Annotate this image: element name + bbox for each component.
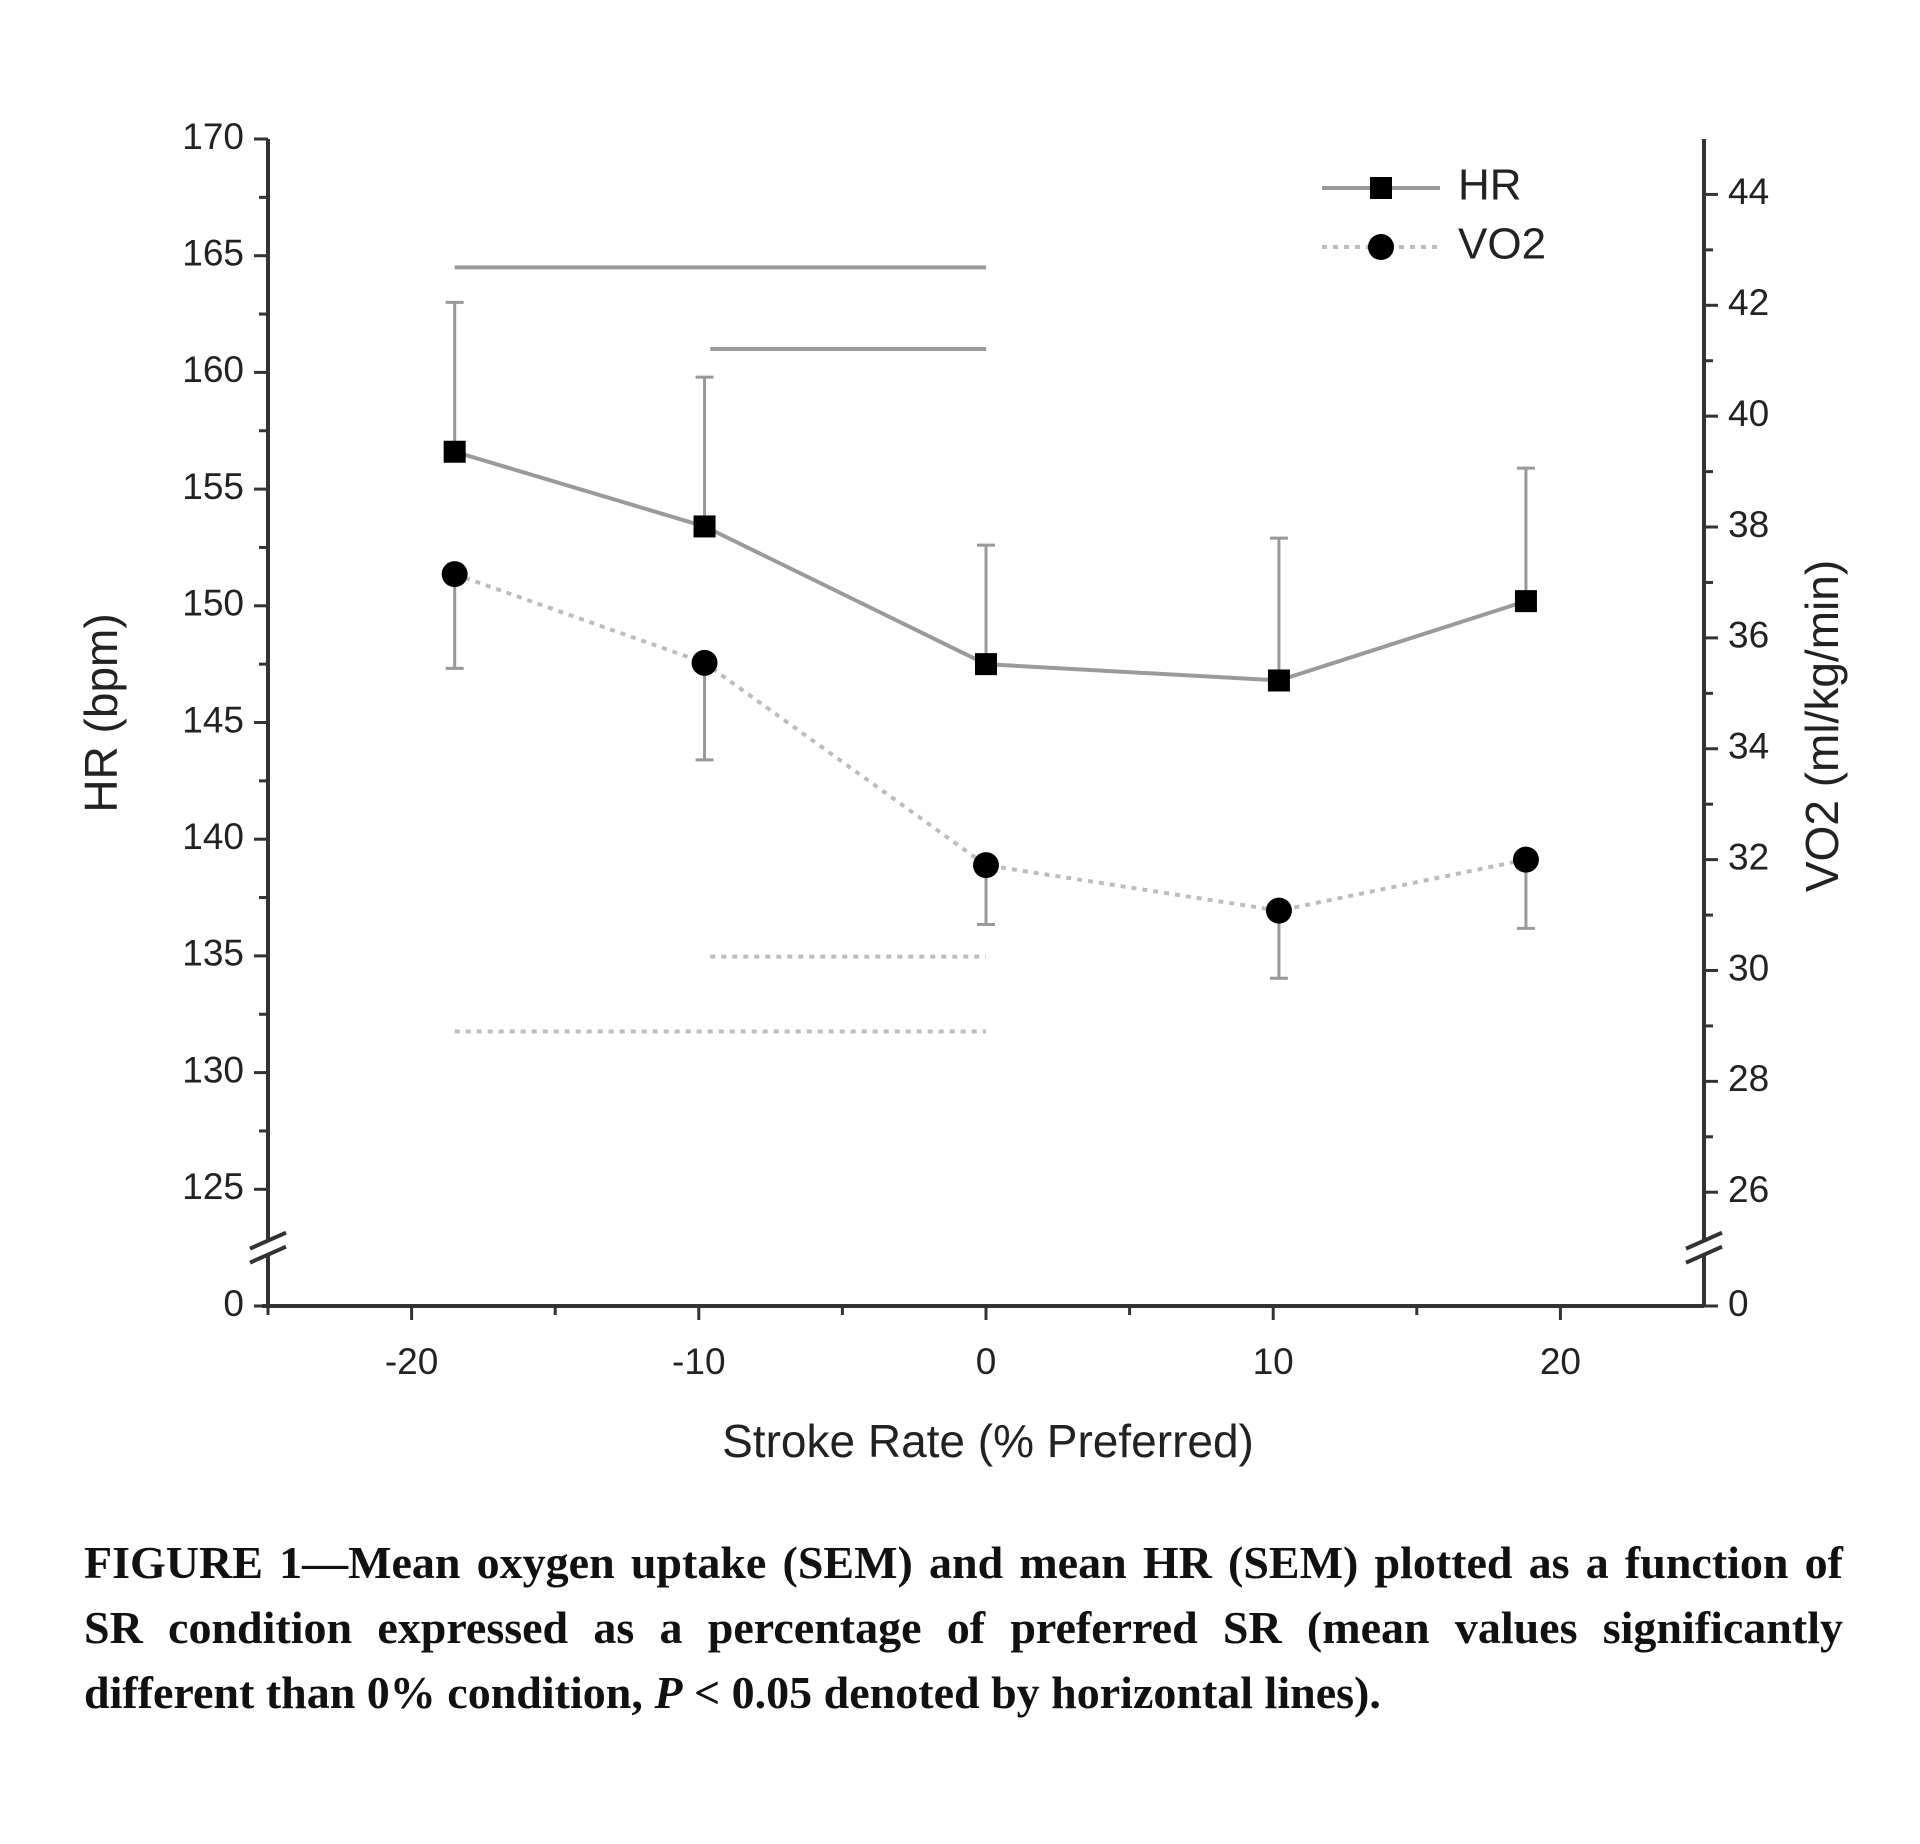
x-tick-label: 20 xyxy=(1540,1341,1581,1382)
y-tick-label: 170 xyxy=(182,116,244,157)
data-point xyxy=(1267,669,1290,692)
y-tick-label: 165 xyxy=(182,232,244,273)
caption-text: FIGURE 1—Mean oxygen uptake (SEM) and me… xyxy=(84,1537,1843,1718)
figure-caption: FIGURE 1—Mean oxygen uptake (SEM) and me… xyxy=(84,1530,1843,1725)
data-point xyxy=(1265,897,1292,924)
y-tick-label: 34 xyxy=(1728,726,1769,767)
y-tick-label: 30 xyxy=(1728,947,1769,988)
x-tick-label: 10 xyxy=(1253,1341,1294,1382)
x-tick-label: -20 xyxy=(385,1341,438,1382)
y-tick-label: 145 xyxy=(182,699,244,740)
x-axis-label: Stroke Rate (% Preferred) xyxy=(722,1415,1254,1467)
axis-break-mark xyxy=(1685,1230,1723,1251)
legend-marker xyxy=(1368,234,1394,260)
y-tick-label: 40 xyxy=(1728,393,1769,434)
chart: Stroke Rate (% Preferred) HR (bpm) VO2 (… xyxy=(75,116,1848,1467)
y-tick-label: 42 xyxy=(1728,282,1769,323)
y-tick-label: 26 xyxy=(1728,1169,1769,1210)
data-point xyxy=(973,852,999,879)
data-point xyxy=(1512,846,1539,873)
data-line xyxy=(454,572,1527,913)
y-tick-label: 0 xyxy=(223,1283,244,1324)
x-tick-label: -10 xyxy=(672,1341,725,1382)
x-tick-label: 0 xyxy=(976,1341,997,1382)
data-point xyxy=(693,515,716,538)
data-point xyxy=(975,653,997,676)
y-tick-label: 150 xyxy=(182,583,244,624)
y-tick-label: 44 xyxy=(1728,171,1769,212)
y2-axis-label: VO2 (ml/kg/min) xyxy=(1796,560,1848,892)
legend-marker xyxy=(1370,177,1392,199)
caption-text: < 0.05 denoted by horizontal lines). xyxy=(682,1667,1381,1718)
y-axis-label: HR (bpm) xyxy=(75,613,127,812)
y-tick-label: 155 xyxy=(182,466,244,507)
y-tick-label: 0 xyxy=(1728,1283,1749,1324)
data-line xyxy=(454,449,1527,683)
axis-break-mark xyxy=(1685,1244,1723,1265)
y-tick-label: 36 xyxy=(1728,615,1769,656)
caption-italic: P xyxy=(654,1667,683,1718)
data-point xyxy=(1514,590,1537,613)
data-point xyxy=(441,561,468,588)
axis-break-mark xyxy=(249,1244,287,1265)
y-tick-label: 160 xyxy=(182,349,244,390)
y-tick-label: 32 xyxy=(1728,836,1769,877)
y-tick-label: 38 xyxy=(1728,504,1769,545)
data-point xyxy=(443,440,466,463)
axis-break-mark xyxy=(249,1230,287,1251)
y-tick-label: 125 xyxy=(182,1166,244,1207)
legend-label: HR xyxy=(1458,161,1522,210)
y-tick-label: 28 xyxy=(1728,1058,1769,1099)
data-point xyxy=(691,649,718,676)
y-tick-label: 130 xyxy=(182,1049,244,1090)
y-tick-label: 135 xyxy=(182,933,244,974)
legend-label: VO2 xyxy=(1458,220,1546,269)
y-tick-label: 140 xyxy=(182,816,244,857)
